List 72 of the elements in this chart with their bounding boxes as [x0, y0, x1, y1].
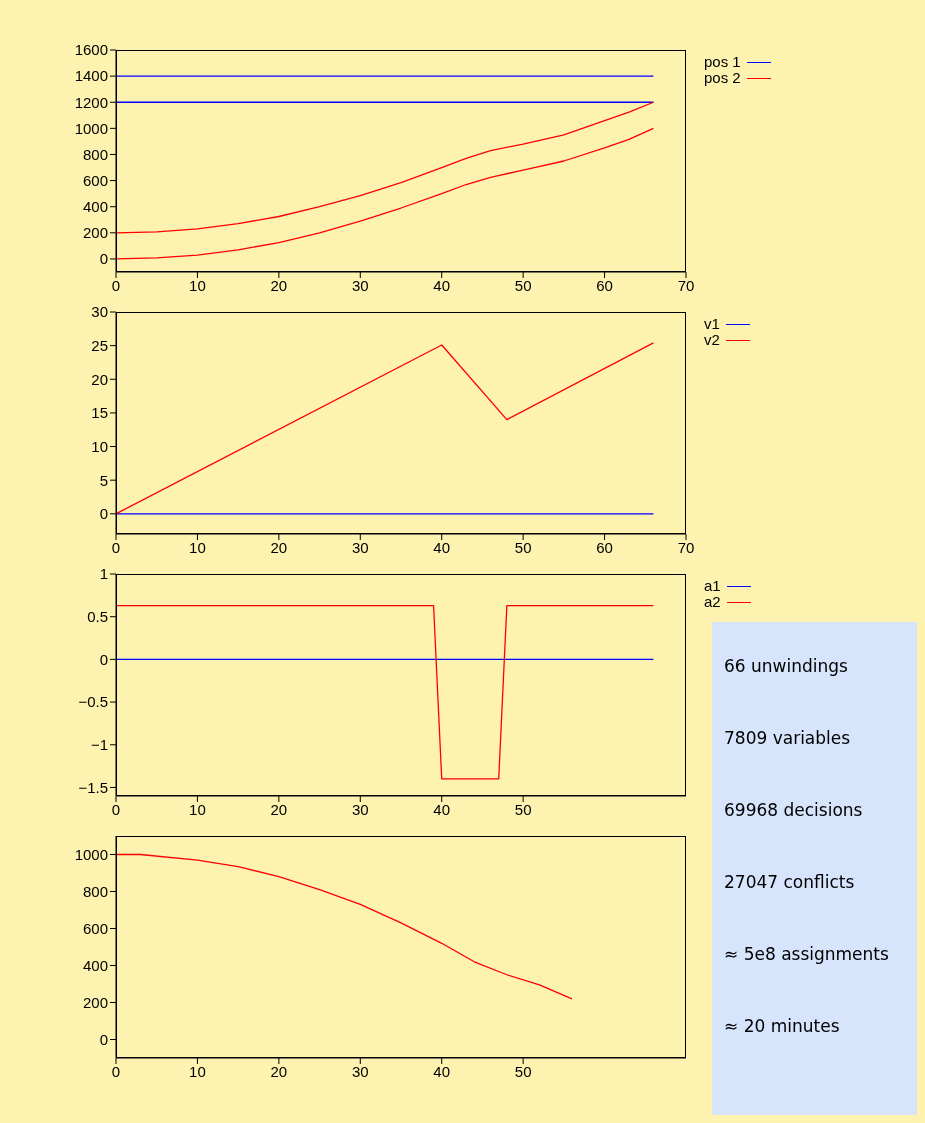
line-series [116, 342, 655, 515]
y-tick-label: 0 [99, 505, 108, 523]
y-tick-label: 0 [99, 1030, 108, 1048]
text: 27047 conflicts [724, 872, 856, 892]
x-tick-label: 70 [677, 276, 695, 294]
line-series [116, 127, 655, 260]
x-tick-label: 50 [514, 800, 532, 818]
x-tick-label: 30 [351, 276, 369, 294]
x-tick-label: 20 [270, 1062, 288, 1080]
x-tick-label: 50 [514, 538, 532, 556]
x-tick-label: 20 [270, 276, 288, 294]
x-tick-label: 0 [111, 276, 121, 294]
x-tick-label: 30 [351, 1062, 369, 1080]
y-tick-label: 10 [91, 437, 108, 455]
legend-label: pos 1 [704, 53, 741, 70]
y-tick-label: 5 [99, 471, 108, 489]
y-tick-label: 0.5 [87, 608, 108, 626]
y-tick-label: −1.5 [78, 778, 108, 796]
text: 66 unwindings [724, 656, 849, 676]
x-tick-label: 60 [596, 276, 613, 294]
x-tick-label: 20 [270, 800, 288, 818]
y-tick-label: 1000 [74, 845, 108, 863]
x-tick-label: 60 [596, 538, 613, 556]
text: ≈ 20 minutes [724, 1016, 841, 1036]
y-tick-label: 1400 [74, 67, 108, 85]
line-series [116, 101, 655, 234]
legend-label: v1 [704, 315, 720, 332]
legend-label: v2 [704, 331, 720, 348]
y-tick-label: 0 [99, 650, 108, 668]
x-tick-label: 40 [433, 538, 451, 556]
legend-label: a2 [704, 593, 721, 610]
y-tick-label: 25 [91, 336, 108, 354]
text: ≈ 5e8 assignments [724, 944, 890, 964]
line-series [116, 853, 573, 1000]
x-tick-label: 20 [270, 538, 288, 556]
x-tick-label: 30 [351, 800, 369, 818]
y-tick-label: −1 [90, 736, 108, 754]
y-tick-label: 30 [91, 303, 108, 321]
y-tick-label: 200 [82, 993, 108, 1011]
y-tick-label: 600 [82, 171, 108, 189]
text: 69968 decisions [724, 800, 864, 820]
legend-label: pos 2 [704, 69, 741, 86]
x-tick-label: 40 [433, 1062, 451, 1080]
y-tick-label: 200 [82, 224, 108, 242]
x-tick-label: 30 [351, 538, 369, 556]
x-tick-label: 40 [433, 276, 451, 294]
y-tick-label: 800 [82, 145, 108, 163]
y-tick-label: 600 [82, 919, 108, 937]
legend-label: a1 [704, 577, 721, 594]
y-tick-label: 1 [99, 565, 108, 583]
x-tick-label: 50 [514, 1062, 532, 1080]
x-tick-label: 10 [189, 276, 206, 294]
x-tick-label: 40 [433, 800, 451, 818]
x-tick-label: 50 [514, 276, 532, 294]
y-tick-label: 20 [91, 370, 108, 388]
x-tick-label: 0 [111, 1062, 121, 1080]
x-tick-label: 10 [189, 1062, 206, 1080]
x-tick-label: 0 [111, 800, 121, 818]
y-tick-label: 15 [91, 404, 108, 422]
y-tick-label: 1000 [74, 119, 108, 137]
text: 7809 variables [724, 728, 852, 748]
y-tick-label: 800 [82, 882, 108, 900]
y-tick-label: 1600 [74, 41, 108, 59]
x-tick-label: 10 [189, 800, 206, 818]
y-tick-label: 400 [82, 956, 108, 974]
y-tick-label: 1200 [74, 93, 108, 111]
y-tick-label: −0.5 [78, 693, 108, 711]
y-tick-label: 0 [99, 250, 108, 268]
y-tick-label: 400 [82, 198, 108, 216]
x-tick-label: 70 [677, 538, 695, 556]
x-tick-label: 0 [111, 538, 121, 556]
x-tick-label: 10 [189, 538, 206, 556]
